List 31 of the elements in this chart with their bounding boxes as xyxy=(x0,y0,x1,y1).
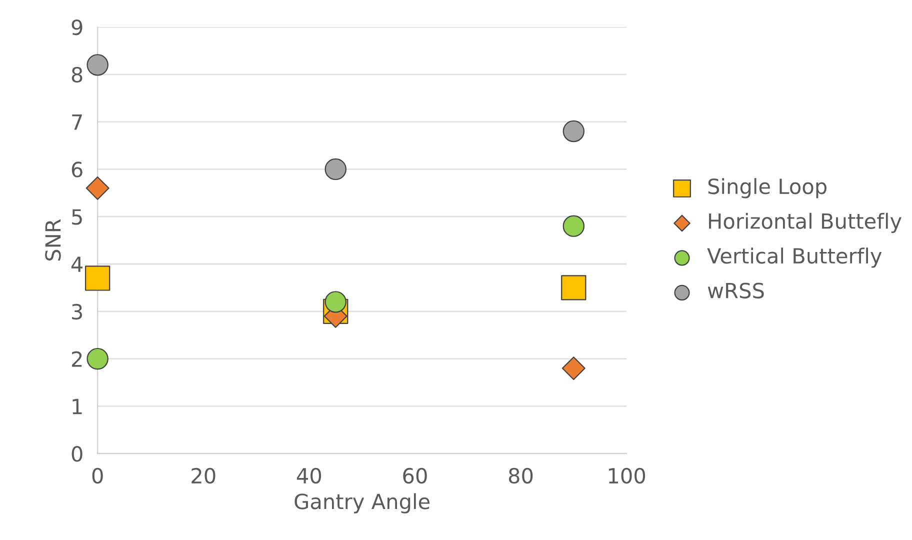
point xyxy=(562,120,585,142)
y-tick-label: 0 xyxy=(72,446,82,462)
y-tick-label: 9 xyxy=(72,19,82,36)
point xyxy=(86,348,108,370)
point xyxy=(85,266,110,291)
y-tick-label: 5 xyxy=(72,209,82,225)
y-tick-label: 4 xyxy=(71,256,83,272)
y-axis-title: SNR xyxy=(45,219,61,261)
point xyxy=(562,215,585,237)
x-axis-title: Gantry Angle xyxy=(294,493,430,514)
x-tick-label: 60 xyxy=(403,468,427,484)
legend-label: Single Loop xyxy=(708,178,826,198)
y-tick-label: 2 xyxy=(72,351,82,367)
x-tick-label: 40 xyxy=(296,468,322,484)
point xyxy=(562,356,586,380)
legend-label: Horizontal Buttefly xyxy=(709,212,902,234)
x-tick-label: 0 xyxy=(92,468,103,484)
x-tick-label: 20 xyxy=(192,468,216,484)
legend-label: wRSS xyxy=(708,282,764,298)
legend-label: Vertical Butterfly xyxy=(707,248,882,268)
point xyxy=(86,54,108,76)
y-tick-label: 7 xyxy=(72,114,82,130)
point xyxy=(86,176,110,200)
x-tick-label: 100 xyxy=(608,468,646,484)
y-tick-label: 1 xyxy=(72,398,82,414)
y-tick-label: 3 xyxy=(72,304,82,320)
y-tick-label: 6 xyxy=(72,162,82,178)
point xyxy=(324,158,346,180)
x-tick-label: 80 xyxy=(508,468,533,484)
y-tick-label: 8 xyxy=(72,66,82,83)
point xyxy=(561,275,586,300)
